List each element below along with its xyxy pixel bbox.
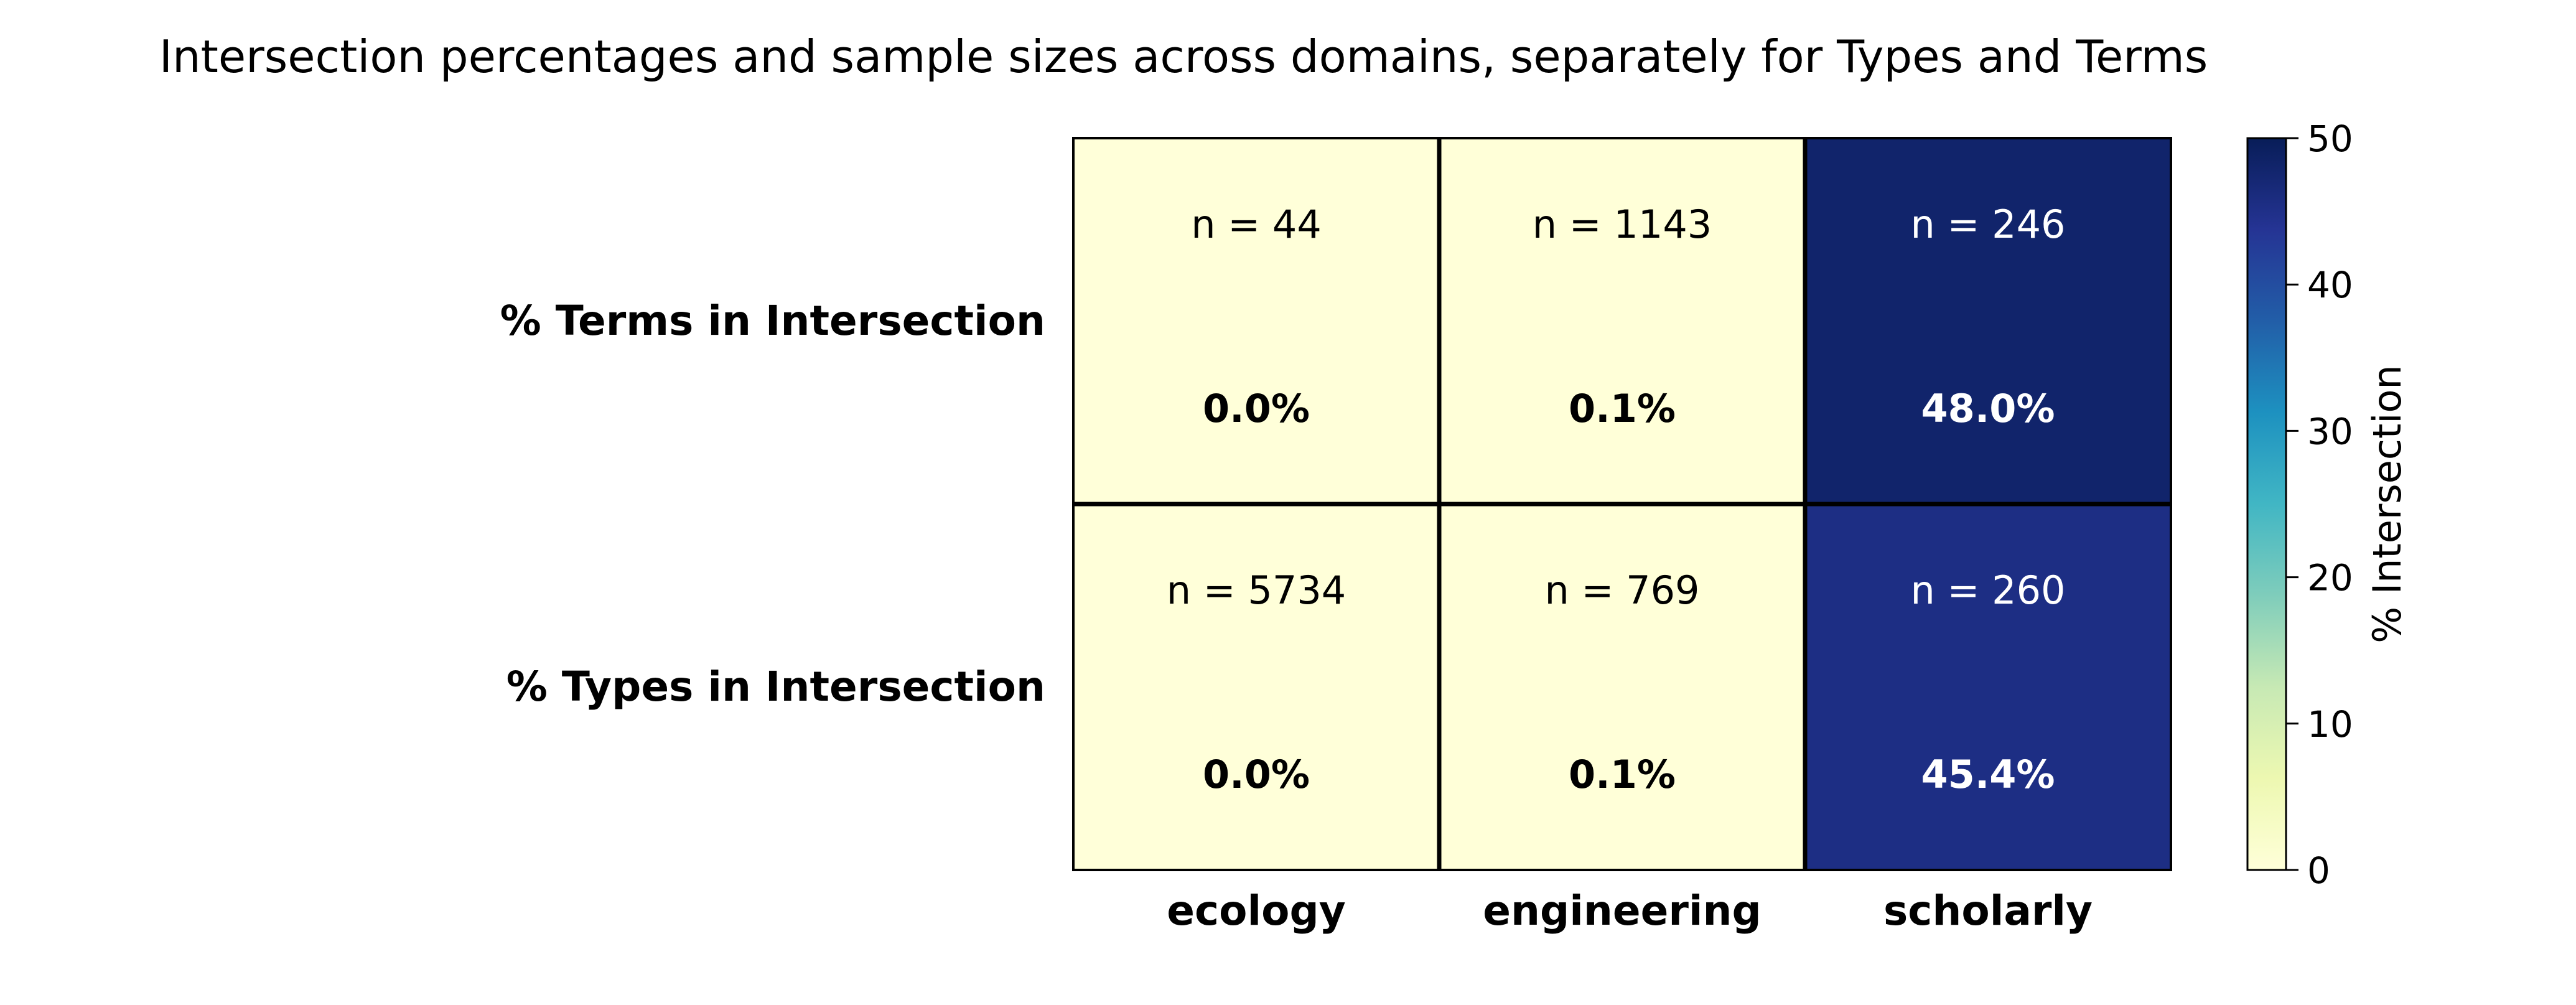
cell-value-label: 0.0% [1203, 752, 1310, 797]
heatmap-cell [1805, 504, 2171, 870]
cell-value-label: 48.0% [1921, 386, 2055, 431]
chart-title: Intersection percentages and sample size… [159, 30, 2208, 83]
colorbar-tick-label: 30 [2307, 410, 2353, 452]
cell-n-label: n = 44 [1191, 202, 1322, 247]
cell-n-label: n = 1143 [1533, 202, 1712, 247]
column-label: scholarly [1883, 887, 2093, 935]
heatmap-labels: n = 44 0.0% n = 1143 0.1% n = 246 48.0% n = 57… [500, 202, 2093, 935]
heatmap-cells [1072, 137, 2172, 871]
cell-value-label: 0.0% [1203, 386, 1310, 431]
heatmap-cell [1439, 138, 1805, 504]
cell-n-label: n = 5734 [1167, 568, 1346, 613]
colorbar-tick-label: 50 [2307, 118, 2353, 160]
heatmap-cell [1805, 138, 2171, 504]
heatmap-cell [1439, 504, 1805, 870]
colorbar-tick-label: 0 [2307, 849, 2330, 892]
colorbar-tick-label: 20 [2307, 557, 2353, 599]
cell-n-label: n = 769 [1545, 568, 1700, 613]
cell-n-label: n = 260 [1911, 568, 2066, 613]
cell-n-label: n = 246 [1911, 202, 2066, 247]
cell-value-label: 0.1% [1569, 386, 1676, 431]
heatmap-cell [1073, 138, 1439, 504]
column-label: ecology [1167, 887, 1345, 935]
row-label: % Types in Intersection [506, 663, 1045, 711]
cell-value-label: 0.1% [1569, 752, 1676, 797]
cell-value-label: 45.4% [1921, 752, 2055, 797]
heatmap-cell [1073, 504, 1439, 870]
column-label: engineering [1483, 887, 1762, 935]
row-label: % Terms in Intersection [500, 297, 1045, 345]
colorbar-gradient [2246, 137, 2287, 871]
colorbar-label: % Intersection [2364, 365, 2410, 643]
colorbar-tick-label: 10 [2307, 703, 2353, 746]
colorbar: 0 10 20 30 40 50 % Intersection [2246, 118, 2410, 892]
colorbar-tick-label: 40 [2307, 264, 2353, 306]
